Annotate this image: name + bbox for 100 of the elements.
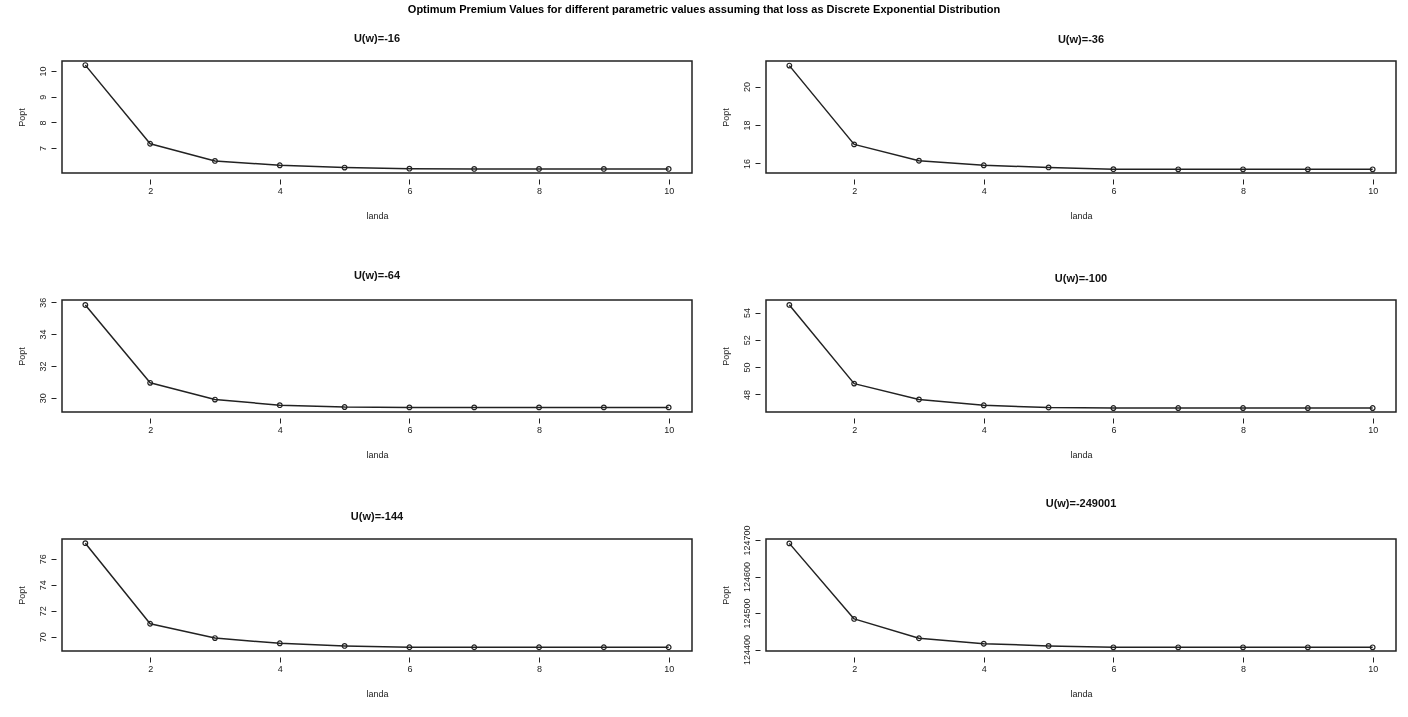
x-tick-label: 4 — [277, 663, 283, 674]
x-tick-label: 6 — [1111, 663, 1117, 674]
y-tick-label: 30 — [37, 393, 48, 404]
x-tick-label: 8 — [1241, 663, 1247, 674]
point — [600, 404, 607, 411]
x-tick-label: 2 — [852, 424, 858, 435]
point — [1045, 642, 1052, 649]
point — [471, 165, 478, 172]
point — [536, 644, 542, 651]
x-tick-label: 8 — [1241, 424, 1247, 435]
chart-subtitle: U(w)=-36 — [1057, 32, 1105, 45]
point — [147, 140, 154, 147]
y-tick-label: 72 — [37, 606, 48, 617]
point — [341, 404, 348, 410]
point — [980, 162, 987, 169]
point — [980, 402, 987, 409]
point — [980, 640, 987, 647]
y-tick-label: 52 — [741, 335, 752, 346]
chart-subtitle: U(w)=-249001 — [1045, 497, 1117, 510]
point — [212, 396, 218, 403]
y-tick-label: 124500 — [741, 598, 752, 629]
point — [1240, 405, 1246, 411]
y-axis-title: Popt — [16, 107, 27, 127]
y-tick-label: 10 — [37, 66, 48, 77]
x-tick-label: 4 — [981, 424, 987, 435]
point — [536, 165, 542, 172]
x-axis-title: landa — [366, 210, 389, 221]
y-tick-label: 8 — [37, 120, 48, 126]
x-axis-title: landa — [1070, 449, 1093, 460]
x-tick-label: 6 — [407, 663, 413, 674]
x-tick-label: 4 — [981, 185, 987, 196]
y-axis-title: Popt — [16, 585, 27, 605]
point — [1304, 166, 1311, 173]
point — [600, 165, 607, 172]
x-tick-label: 6 — [1111, 424, 1117, 435]
y-tick-label: 124400 — [741, 635, 752, 666]
x-axis-title: landa — [366, 688, 389, 699]
x-tick-label: 10 — [664, 663, 675, 674]
point — [406, 404, 413, 411]
x-tick-label: 8 — [537, 424, 543, 435]
point — [212, 157, 218, 164]
x-tick-label: 2 — [148, 663, 154, 674]
x-tick-label: 4 — [981, 663, 987, 674]
point — [471, 644, 478, 651]
y-tick-label: 7 — [37, 146, 48, 152]
chart-subtitle: U(w)=-64 — [353, 269, 401, 282]
x-tick-label: 8 — [1241, 185, 1247, 196]
y-tick-label: 32 — [37, 361, 48, 372]
x-tick-label: 4 — [277, 424, 283, 435]
chart-subtitle: U(w)=-144 — [350, 510, 405, 523]
y-tick-label: 70 — [37, 632, 48, 643]
point — [1304, 405, 1311, 411]
y-tick-label: 124600 — [741, 562, 752, 593]
point — [600, 644, 607, 651]
point — [916, 635, 922, 642]
point — [406, 644, 413, 651]
point — [1045, 164, 1052, 171]
point — [1304, 644, 1311, 651]
point — [851, 380, 858, 387]
y-tick-label: 124700 — [741, 525, 752, 556]
point — [212, 635, 218, 642]
point — [471, 404, 478, 411]
point — [341, 642, 348, 649]
x-tick-label: 10 — [1368, 663, 1379, 674]
point — [276, 162, 283, 169]
y-axis-title: Popt — [16, 346, 27, 366]
point — [851, 615, 858, 622]
y-axis-title: Popt — [720, 346, 731, 366]
point — [916, 157, 922, 164]
point — [1240, 166, 1246, 173]
point — [1110, 644, 1117, 651]
y-tick-label: 9 — [37, 94, 48, 100]
x-tick-label: 6 — [407, 424, 413, 435]
x-tick-label: 10 — [1368, 185, 1379, 196]
x-tick-label: 2 — [148, 424, 154, 435]
y-tick-label: 36 — [37, 297, 48, 308]
y-tick-label: 50 — [741, 362, 752, 373]
point — [851, 141, 858, 148]
point — [1110, 166, 1117, 173]
x-axis-title: landa — [1070, 210, 1093, 221]
point — [341, 164, 348, 171]
x-tick-label: 10 — [664, 185, 675, 196]
x-tick-label: 6 — [407, 185, 413, 196]
point — [1110, 405, 1117, 411]
point — [406, 165, 413, 172]
x-axis-title: landa — [1070, 688, 1093, 699]
y-tick-label: 76 — [37, 554, 48, 565]
point — [147, 379, 154, 386]
point — [536, 404, 542, 411]
x-tick-label: 8 — [537, 185, 543, 196]
point — [916, 396, 922, 403]
x-tick-label: 2 — [852, 663, 858, 674]
y-tick-label: 20 — [741, 82, 752, 93]
y-tick-label: 16 — [741, 158, 752, 169]
point — [276, 640, 283, 647]
point — [1175, 644, 1182, 651]
x-tick-label: 4 — [277, 185, 283, 196]
point — [1175, 405, 1182, 411]
y-tick-label: 18 — [741, 120, 752, 131]
point — [1175, 166, 1182, 173]
